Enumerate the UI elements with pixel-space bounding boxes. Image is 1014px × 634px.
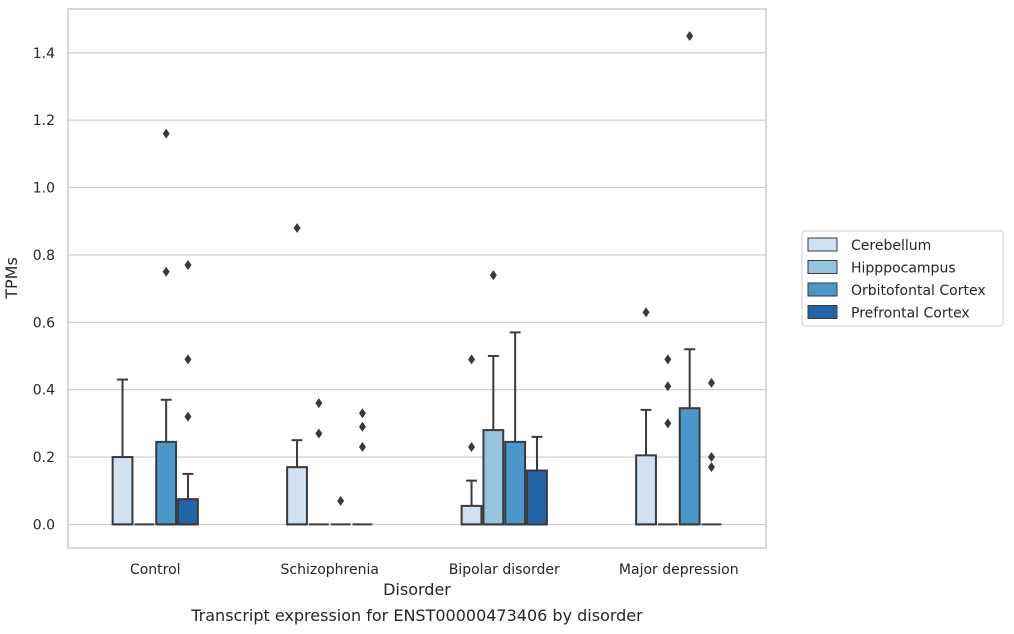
box-0-3	[635, 307, 657, 526]
box-body	[155, 440, 178, 526]
outlier-point	[162, 128, 170, 139]
outlier-point	[184, 260, 192, 271]
legend-swatch	[807, 237, 838, 252]
y-tick-labels: 0.0 0.2 0.4 0.6 0.8 1.0 1.2 1.4	[33, 46, 55, 534]
outlier-point	[686, 30, 694, 41]
y-tick-label: 0.2	[33, 450, 55, 466]
legend-swatch	[807, 305, 838, 319]
box-1-3	[657, 354, 678, 526]
box-body	[526, 469, 548, 526]
outlier-point	[315, 398, 323, 409]
box-0-1	[286, 222, 308, 526]
legend: Cerebellum Hipppocampus Orbitofontal Corte…	[801, 230, 1004, 327]
outlier-point	[664, 354, 672, 365]
y-tick-label: 0.0	[33, 517, 55, 533]
x-tick-label: Major depression	[619, 562, 739, 578]
box-body	[460, 504, 483, 526]
x-tick-label: Control	[130, 562, 181, 578]
y-tick-label: 0.4	[33, 383, 55, 399]
outlier-point	[162, 266, 170, 277]
outlier-point	[664, 418, 672, 429]
x-tick-labels: Control Schizophrenia Bipolar disorder Majo…	[130, 562, 739, 578]
y-tick-label: 0.6	[33, 315, 55, 331]
outlier-point	[707, 377, 715, 388]
box-2-1	[330, 495, 351, 526]
box-body	[635, 454, 657, 526]
box-body	[286, 466, 308, 526]
box-body	[678, 407, 701, 526]
box-1-2	[482, 270, 505, 526]
outlier-point	[707, 452, 715, 463]
box-3-3	[701, 377, 722, 526]
box-2-2	[504, 331, 527, 526]
legend-frame	[801, 230, 1004, 327]
box-1-1	[308, 398, 329, 526]
outlier-point	[184, 354, 192, 365]
y-tick-label: 1.2	[33, 113, 55, 129]
outlier-point	[184, 411, 192, 422]
box-body	[177, 498, 199, 526]
box-body	[111, 456, 134, 526]
outlier-point	[707, 462, 715, 473]
box-body	[482, 429, 505, 526]
box-body	[504, 440, 527, 526]
box-2-3	[678, 30, 701, 526]
legend-label: Prefrontal Cortex	[851, 306, 970, 322]
y-tick-label: 1.0	[33, 181, 55, 197]
x-tick-label: Schizophrenia	[281, 562, 379, 578]
outlier-point	[642, 307, 650, 318]
x-axis-label: Disorder	[383, 580, 451, 599]
y-axis-label: TPMs	[2, 257, 21, 300]
legend-label: Hipppocampus	[851, 261, 956, 277]
outlier-point	[489, 270, 497, 281]
outlier-point	[337, 495, 345, 506]
box-2-0	[155, 128, 178, 526]
outlier-point	[358, 441, 366, 452]
outlier-point	[664, 381, 672, 392]
outlier-point	[468, 354, 476, 365]
legend-swatch	[807, 282, 838, 297]
outlier-point	[358, 421, 366, 432]
y-tick-label: 0.8	[33, 248, 55, 264]
outlier-point	[358, 408, 366, 419]
legend-label: Orbitofontal Cortex	[851, 283, 986, 299]
outlier-point	[293, 222, 301, 233]
box-0-2	[460, 354, 483, 526]
box-3-0	[177, 260, 199, 526]
box-3-1	[352, 408, 373, 526]
x-tick-label: Bipolar disorder	[449, 562, 560, 578]
legend-swatch	[807, 260, 838, 274]
outlier-point	[315, 428, 323, 439]
figure-caption: Transcript expression for ENST0000047340…	[191, 606, 643, 625]
outlier-point	[468, 441, 476, 452]
box-0-0	[111, 378, 134, 526]
legend-label: Cerebellum	[851, 238, 931, 254]
box-3-2	[526, 435, 548, 526]
box-groups	[111, 30, 722, 526]
y-tick-label: 1.4	[33, 46, 55, 62]
